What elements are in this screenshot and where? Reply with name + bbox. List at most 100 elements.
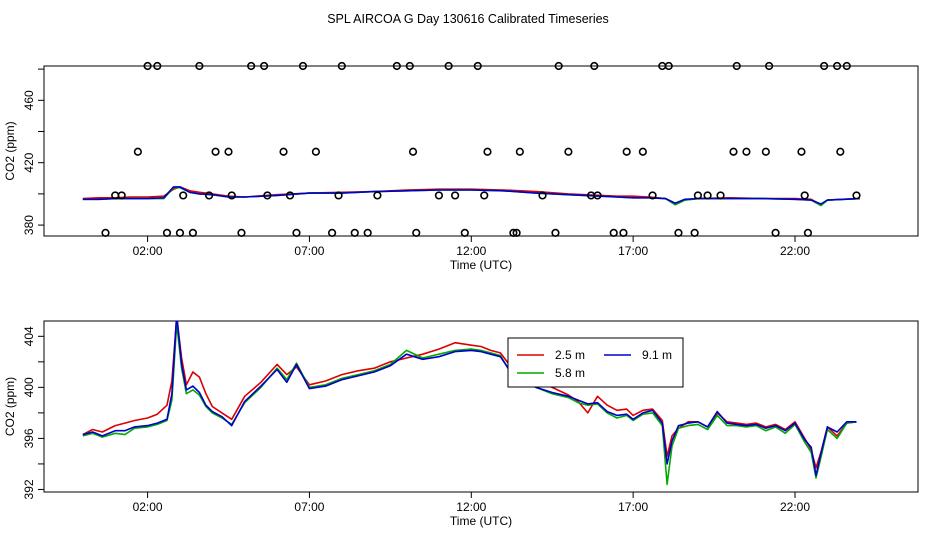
data-point [732,61,741,71]
data-point [690,228,699,237]
data-point [285,191,295,200]
legend: 2.5 m 5.8 m 9.1 m [507,337,684,388]
legend-label: 5.8 m [555,366,585,380]
data-point [153,61,162,71]
data-point [334,191,343,200]
data-point [771,228,780,237]
y-tick-label: 392 [22,479,36,499]
data-point [434,191,444,200]
data-point [473,61,482,71]
plot-frame [43,65,919,237]
data-point [460,228,469,237]
data-point [175,228,185,237]
data-point [554,61,563,71]
data-point [693,191,702,200]
y-tick-label: 400 [22,377,36,397]
y-tick-label: 396 [22,428,36,448]
data-point [195,61,204,71]
data-point [480,191,489,200]
figure-title: SPL AIRCOA G Day 130616 Calibrated Times… [327,12,609,26]
x-tick-label: 02:00 [133,244,163,258]
x-tick-label: 22:00 [780,500,810,514]
data-point [509,228,518,237]
data-point [515,147,524,156]
data-point [716,191,725,200]
data-point [664,61,673,71]
data-point [638,147,647,156]
legend-box [507,337,684,388]
data-point [648,191,657,200]
data-point [327,228,337,237]
data-point [564,147,573,156]
data-point [674,228,683,237]
top-panel: 02:00 07:00 12:00 17:00 22:00 380 420 460 Time (… [3,61,919,272]
plot-frame [43,320,919,493]
data-point [483,147,492,156]
data-point [729,147,738,156]
y-tick-label: 404 [22,326,36,346]
data-point [392,61,401,71]
data-point [451,191,460,200]
data-point [408,147,418,156]
y-axis-label: CO2 (ppm) [3,377,17,436]
data-point [551,228,560,237]
y-tick-label: 380 [22,215,36,235]
data-point [298,61,308,71]
data-point [211,147,220,156]
data-point [373,191,382,200]
data-point [405,61,414,71]
data-point [162,228,172,237]
data-point [622,147,631,156]
data-point [764,61,774,71]
x-tick-label: 12:00 [456,244,486,258]
data-point [350,228,359,237]
data-point [363,228,372,237]
x-tick-label: 12:00 [456,500,486,514]
data-point [703,191,712,200]
data-point [803,228,813,237]
data-point [227,191,236,200]
plot-area [82,321,857,486]
x-tick-label: 22:00 [780,244,810,258]
data-point [842,61,851,71]
x-tick-label: 07:00 [294,244,324,258]
data-point [609,228,618,237]
x-tick-label: 07:00 [294,500,324,514]
data-point [133,147,142,156]
data-point [224,147,233,156]
data-point [143,61,152,71]
series-line-9-1-m [82,321,857,477]
data-point [852,191,861,200]
y-tick-label: 420 [22,152,36,172]
data-point [820,61,829,71]
data-point [260,61,269,71]
x-tick-label: 17:00 [618,500,648,514]
legend-label: 9.1 m [642,348,672,362]
data-point [237,228,246,237]
data-point [179,191,188,200]
data-point [761,147,770,156]
plot-area [82,186,860,207]
data-point [111,191,120,200]
x-axis-label: Time (UTC) [450,514,512,528]
x-tick-label: 02:00 [133,500,163,514]
data-point [247,61,256,71]
data-point [593,191,602,200]
x-tick-label: 17:00 [618,244,648,258]
data-point [188,228,198,237]
series-line-2-5-m [82,321,857,469]
data-point [836,147,845,156]
series-line-5-8-m [82,322,857,486]
data-point [337,61,346,71]
data-point [444,61,453,71]
legend-label: 2.5 m [555,348,585,362]
data-point [101,228,110,237]
data-point [263,191,272,200]
data-point [512,228,521,237]
data-point [800,191,809,200]
data-point [292,228,301,237]
data-point [619,228,628,237]
data-point [538,191,547,200]
data-point [590,61,599,71]
